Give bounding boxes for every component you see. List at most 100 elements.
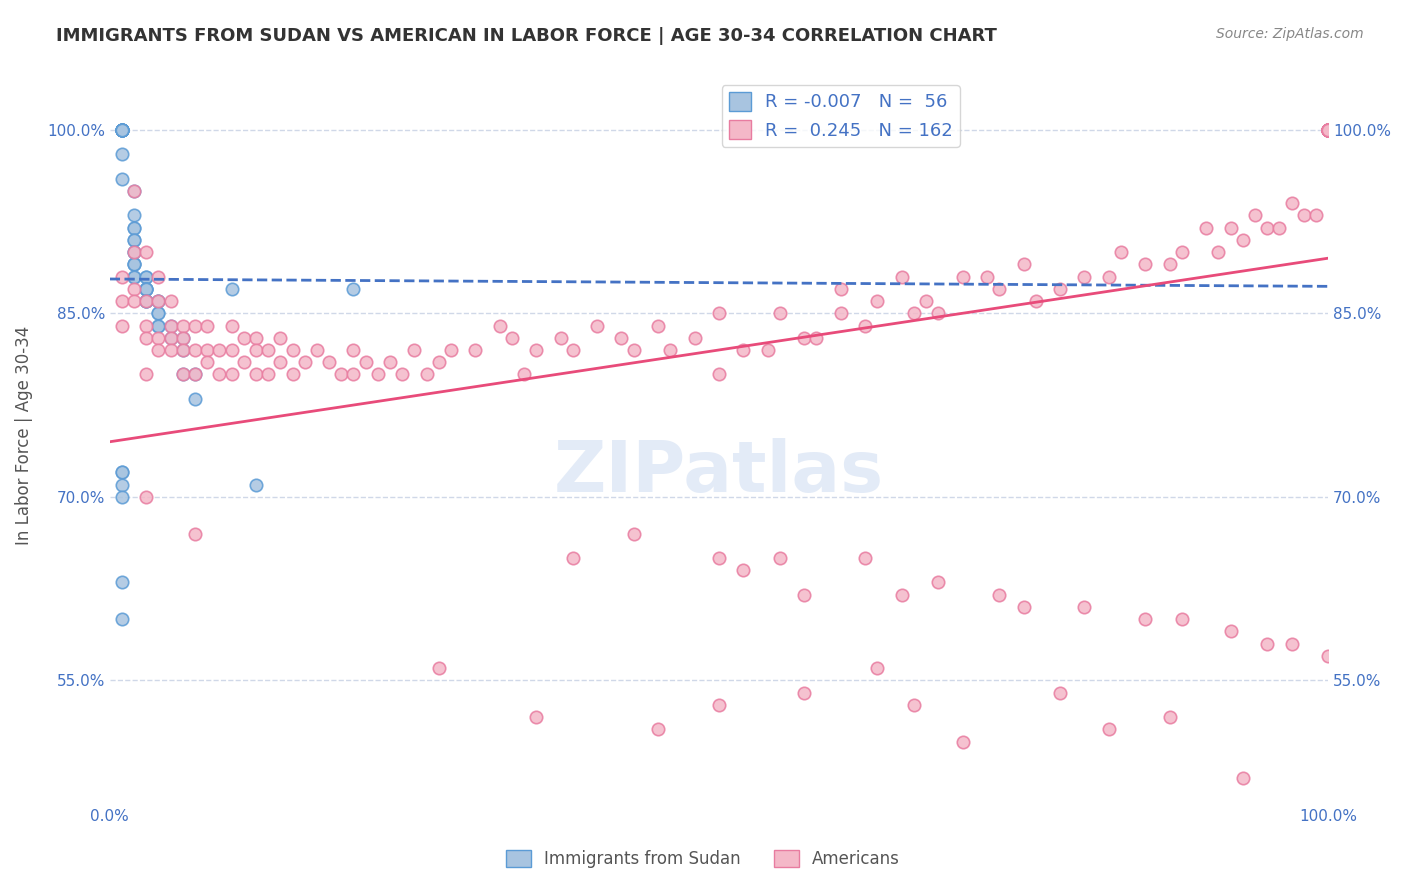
Point (135, 269, 157, 284)
Point (378, 355, 401, 369)
Point (232, 355, 254, 369)
Point (305, 343, 328, 357)
Point (1256, 637, 1278, 651)
Point (135, 282, 157, 296)
Text: ZIPatlas: ZIPatlas (554, 438, 884, 507)
Point (927, 575, 949, 590)
Point (135, 245, 157, 260)
Point (427, 355, 450, 369)
Point (148, 293, 170, 308)
Point (1281, 196, 1303, 211)
Point (733, 563, 755, 577)
Point (513, 368, 536, 382)
Point (111, 122, 134, 136)
Point (148, 293, 170, 308)
Point (853, 551, 876, 566)
Point (111, 147, 134, 161)
Point (122, 245, 145, 260)
Point (793, 588, 815, 602)
Point (1317, 122, 1340, 136)
Point (1317, 122, 1340, 136)
Point (111, 122, 134, 136)
Point (208, 368, 231, 382)
Point (172, 318, 194, 333)
Point (391, 368, 413, 382)
Text: Source: ZipAtlas.com: Source: ZipAtlas.com (1216, 27, 1364, 41)
Point (184, 392, 207, 406)
Point (184, 318, 207, 333)
Point (172, 343, 194, 357)
Point (122, 257, 145, 271)
Point (122, 233, 145, 247)
Point (1317, 122, 1340, 136)
Point (1049, 282, 1071, 296)
Point (1317, 122, 1340, 136)
Point (184, 526, 207, 541)
Point (830, 282, 852, 296)
Point (806, 331, 828, 345)
Point (623, 343, 645, 357)
Point (793, 331, 815, 345)
Point (184, 368, 207, 382)
Point (111, 318, 134, 333)
Point (1012, 257, 1035, 271)
Point (148, 343, 170, 357)
Point (111, 490, 134, 504)
Point (172, 368, 194, 382)
Point (586, 318, 609, 333)
Point (952, 734, 974, 748)
Point (245, 343, 267, 357)
Point (111, 122, 134, 136)
Point (122, 257, 145, 271)
Point (122, 184, 145, 198)
Point (1232, 233, 1254, 247)
Point (903, 698, 925, 712)
Point (1317, 122, 1340, 136)
Point (111, 122, 134, 136)
Point (148, 318, 170, 333)
Point (159, 293, 181, 308)
Point (135, 318, 157, 333)
Text: IMMIGRANTS FROM SUDAN VS AMERICAN IN LABOR FORCE | AGE 30-34 CORRELATION CHART: IMMIGRANTS FROM SUDAN VS AMERICAN IN LAB… (56, 27, 997, 45)
Point (281, 368, 304, 382)
Point (172, 331, 194, 345)
Point (1317, 122, 1340, 136)
Point (903, 306, 925, 320)
Point (623, 526, 645, 541)
Point (1135, 257, 1157, 271)
Point (890, 269, 912, 284)
Point (524, 710, 547, 724)
Point (135, 293, 157, 308)
Point (707, 698, 730, 712)
Point (245, 331, 267, 345)
Point (1135, 612, 1157, 626)
Point (1232, 772, 1254, 786)
Point (415, 368, 437, 382)
Point (1073, 269, 1095, 284)
Point (647, 723, 669, 737)
Text: 100.0%: 100.0% (1299, 809, 1357, 824)
Point (122, 220, 145, 235)
Point (159, 331, 181, 345)
Y-axis label: In Labor Force | Age 30-34: In Labor Force | Age 30-34 (15, 326, 32, 545)
Point (866, 661, 889, 675)
Point (976, 269, 998, 284)
Point (122, 233, 145, 247)
Point (111, 171, 134, 186)
Point (111, 293, 134, 308)
Point (769, 306, 792, 320)
Point (1244, 208, 1267, 222)
Point (830, 306, 852, 320)
Point (1219, 624, 1241, 639)
Point (221, 343, 243, 357)
Point (550, 331, 572, 345)
Point (111, 612, 134, 626)
Point (269, 355, 291, 369)
Point (122, 245, 145, 260)
Point (159, 331, 181, 345)
Point (330, 368, 353, 382)
Point (1317, 122, 1340, 136)
Point (1305, 208, 1327, 222)
Point (1317, 122, 1340, 136)
Point (524, 343, 547, 357)
